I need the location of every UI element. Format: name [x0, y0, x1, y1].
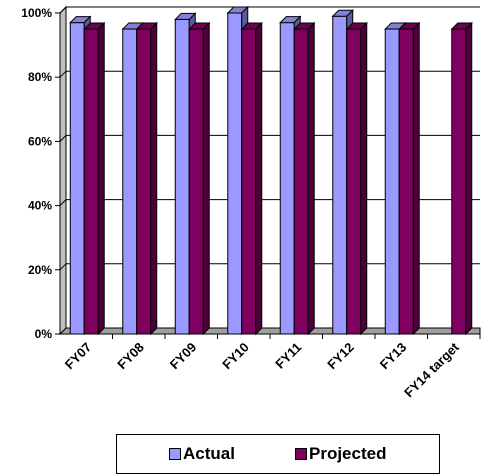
grid-lines: [58, 5, 481, 336]
bar-projected-front: [346, 28, 362, 335]
axes: [55, 12, 481, 339]
legend-swatch-projected: [295, 448, 307, 460]
bar-projected-front: [83, 28, 99, 335]
bar-projected-front: [136, 28, 152, 335]
legend-item-projected: Projected: [295, 444, 386, 464]
bar-projected-front: [398, 28, 414, 335]
y-tick-label: 0%: [35, 327, 53, 341]
bars: [69, 5, 473, 336]
x-tick-label: FY12: [324, 340, 357, 373]
x-tick-label: FY10: [219, 340, 252, 373]
bar-projected-side: [412, 21, 420, 336]
plot-side-wall: [59, 5, 67, 336]
y-tick-label: 40%: [28, 199, 52, 213]
y-tick-label: 100%: [21, 6, 52, 20]
legend-label-projected: Projected: [309, 444, 387, 463]
gridline-diagonal: [59, 70, 67, 78]
bar-projected-front: [241, 28, 257, 335]
bar-projected-side: [202, 21, 210, 336]
gridline-diagonal: [59, 199, 67, 206]
x-tick-label: FY14 target: [401, 339, 462, 400]
bar-projected-front: [188, 28, 204, 335]
legend-label-actual: Actual: [183, 444, 235, 463]
bar-actual-front: [174, 18, 190, 335]
bar-projected-front: [451, 28, 467, 335]
x-tick-label: FY08: [114, 340, 147, 373]
x-tick-label: FY11: [272, 340, 304, 372]
plot-back-wall: [66, 7, 480, 328]
bar-projected-side: [307, 21, 315, 336]
bar-projected-side: [97, 21, 105, 336]
gridline-diagonal: [59, 135, 67, 142]
bar-projected-front: [293, 28, 309, 335]
bar-actual-front: [227, 12, 243, 335]
bar-actual-front: [384, 28, 400, 335]
bar-chart: 0% 20% 40% 60% 80% 100% FY07 FY08 FY09 FY10 FY11 FY…: [21, 5, 481, 400]
y-tick-label: 60%: [28, 134, 52, 148]
x-tick-label: FY13: [377, 340, 410, 373]
y-tick-label: 20%: [28, 263, 52, 277]
gridline-diagonal: [59, 6, 67, 14]
legend-item-actual: Actual: [169, 444, 235, 464]
chart-legend: Actual Projected: [116, 434, 440, 474]
bar-actual-front: [122, 28, 138, 335]
y-tick-label: 80%: [28, 70, 52, 84]
bar-projected-side: [255, 21, 263, 336]
legend-swatch-actual: [169, 448, 181, 460]
gridline-diagonal: [59, 263, 67, 271]
bar-actual-front: [279, 22, 295, 335]
x-tick-label: FY07: [62, 340, 95, 373]
bar-projected-side: [360, 21, 368, 336]
bar-projected-side: [150, 21, 158, 336]
bar-actual-front: [332, 15, 348, 335]
bar-projected-side: [465, 21, 473, 336]
bar-actual-front: [69, 22, 85, 335]
x-tick-label: FY09: [167, 340, 200, 373]
